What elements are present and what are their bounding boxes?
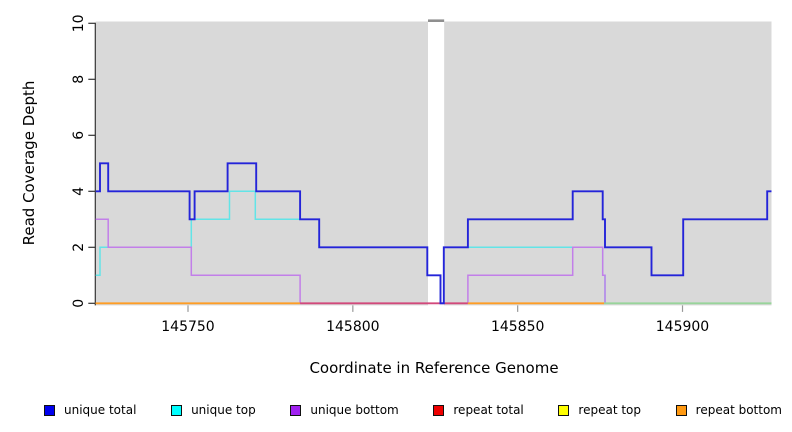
- legend-swatch-repeat-bottom: [675, 404, 687, 416]
- svg-text:6: 6: [71, 131, 87, 140]
- legend-item-repeat-total: repeat total: [433, 403, 524, 417]
- svg-text:145800: 145800: [326, 319, 379, 335]
- svg-text:2: 2: [71, 243, 87, 252]
- svg-text:4: 4: [71, 187, 87, 196]
- coverage-plot-canvas: 0 2 4 6 8 10 145750 145800 145850 145900: [71, 14, 772, 335]
- x-axis-title: Coordinate in Reference Genome: [309, 359, 559, 377]
- legend-label: unique total: [64, 403, 137, 417]
- svg-text:145900: 145900: [656, 319, 709, 335]
- legend-swatch-unique-top: [171, 404, 183, 416]
- svg-text:0: 0: [71, 299, 87, 308]
- svg-text:145750: 145750: [161, 319, 214, 335]
- legend-item-unique-bottom: unique bottom: [290, 403, 399, 417]
- svg-text:145850: 145850: [491, 319, 544, 335]
- legend-item-repeat-top: repeat top: [558, 403, 641, 417]
- legend-item-repeat-bottom: repeat bottom: [675, 403, 782, 417]
- legend-swatch-unique-total: [44, 404, 55, 416]
- legend-item-unique-top: unique top: [171, 403, 256, 417]
- y-axis-title: Read Coverage Depth: [20, 80, 38, 246]
- svg-text:8: 8: [71, 75, 87, 84]
- svg-text:10: 10: [71, 14, 87, 32]
- legend-label: unique top: [191, 403, 256, 417]
- legend-label: repeat bottom: [695, 403, 782, 417]
- legend-label: unique bottom: [310, 403, 399, 417]
- legend-label: repeat total: [453, 403, 524, 417]
- legend-item-unique-total: unique total: [44, 403, 136, 417]
- legend-label: repeat top: [578, 403, 642, 417]
- legend-swatch-repeat-total: [433, 404, 445, 416]
- legend-swatch-unique-bottom: [290, 404, 302, 416]
- legend-swatch-repeat-top: [558, 404, 570, 416]
- legend: unique total unique top unique bottom repea…: [44, 398, 782, 422]
